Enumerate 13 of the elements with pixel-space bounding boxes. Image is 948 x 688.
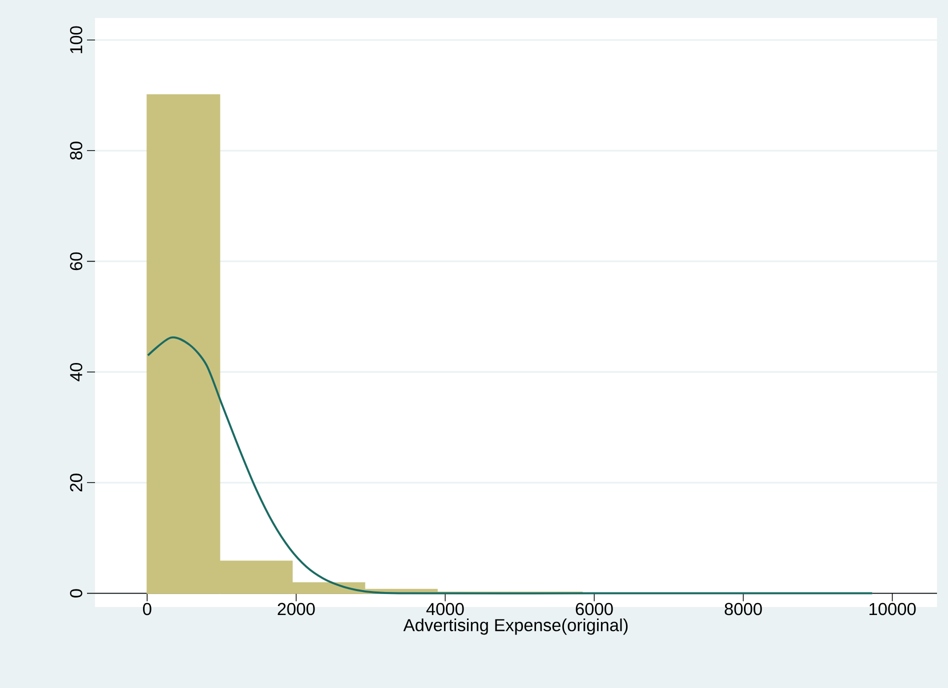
y-tick-label: 0 (70, 589, 82, 598)
y-tick-label: 80 (70, 142, 82, 160)
x-tick-label: 10000 (870, 602, 916, 616)
x-tick-label: 8000 (724, 602, 762, 616)
y-tick-label: 100 (70, 26, 82, 54)
y-tick-label: 60 (70, 252, 82, 270)
x-tick-label: 6000 (576, 602, 613, 616)
x-tick-label: 0 (143, 602, 152, 616)
x-tick-label: 4000 (426, 602, 464, 616)
x-tick-label: 2000 (278, 602, 315, 616)
x-axis-title: Advertising Expense(original) (403, 618, 628, 635)
y-tick-label: 20 (70, 474, 82, 492)
y-tick-label: 40 (70, 363, 82, 382)
